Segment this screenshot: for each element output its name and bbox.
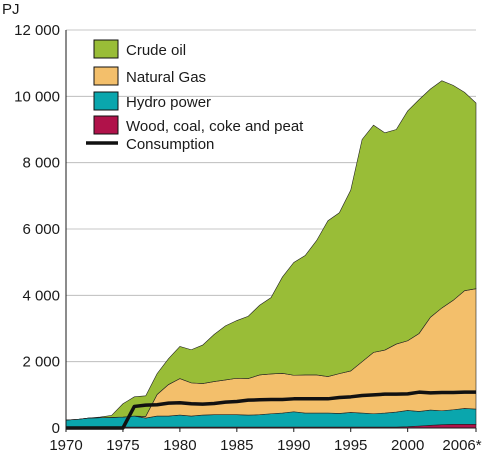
y-tick-label: 0 xyxy=(52,420,60,437)
stacked-areas xyxy=(65,80,477,429)
legend-swatch-crude-oil xyxy=(93,39,119,59)
y-tick-label: 8 000 xyxy=(22,155,60,172)
x-tick-label: 1980 xyxy=(163,437,196,454)
x-tick-label: 2006* xyxy=(442,437,481,454)
x-tick-label: 2000 xyxy=(391,437,424,454)
legend-label-hydro-power: Hydro power xyxy=(126,94,211,111)
y-tick-label: 2 000 xyxy=(22,354,60,371)
y-axis-label: PJ xyxy=(2,1,20,18)
legend-label-wood-coal: Wood, coal, coke and peat xyxy=(126,118,304,135)
y-tick-label: 4 000 xyxy=(22,287,60,304)
legend-label-natural-gas: Natural Gas xyxy=(126,69,206,86)
consumption-line xyxy=(66,390,476,430)
consumption-line-layer xyxy=(66,390,476,430)
legend-swatch-wood-coal xyxy=(93,115,119,135)
x-tick-label: 1975 xyxy=(106,437,139,454)
legend-label-crude-oil: Crude oil xyxy=(126,42,186,59)
x-tick-label: 1995 xyxy=(334,437,367,454)
x-tick-label: 1985 xyxy=(220,437,253,454)
x-tick-label: 1990 xyxy=(277,437,310,454)
legend: Crude oil Natural Gas Hydro power Wood, … xyxy=(86,39,304,153)
legend-label-consumption: Consumption xyxy=(126,136,214,153)
y-tick-label: 12 000 xyxy=(14,22,60,39)
y-tick-label: 6 000 xyxy=(22,221,60,238)
legend-swatch-natural-gas xyxy=(93,66,119,86)
x-tick-label: 1970 xyxy=(49,437,82,454)
y-tick-label: 10 000 xyxy=(14,88,60,105)
tick-labels: 0 2 000 4 000 6 000 8 000 10 000 12 000 1970 197… xyxy=(14,22,482,454)
legend-swatch-hydro-power xyxy=(93,91,119,111)
area-crude-oil xyxy=(65,80,477,421)
